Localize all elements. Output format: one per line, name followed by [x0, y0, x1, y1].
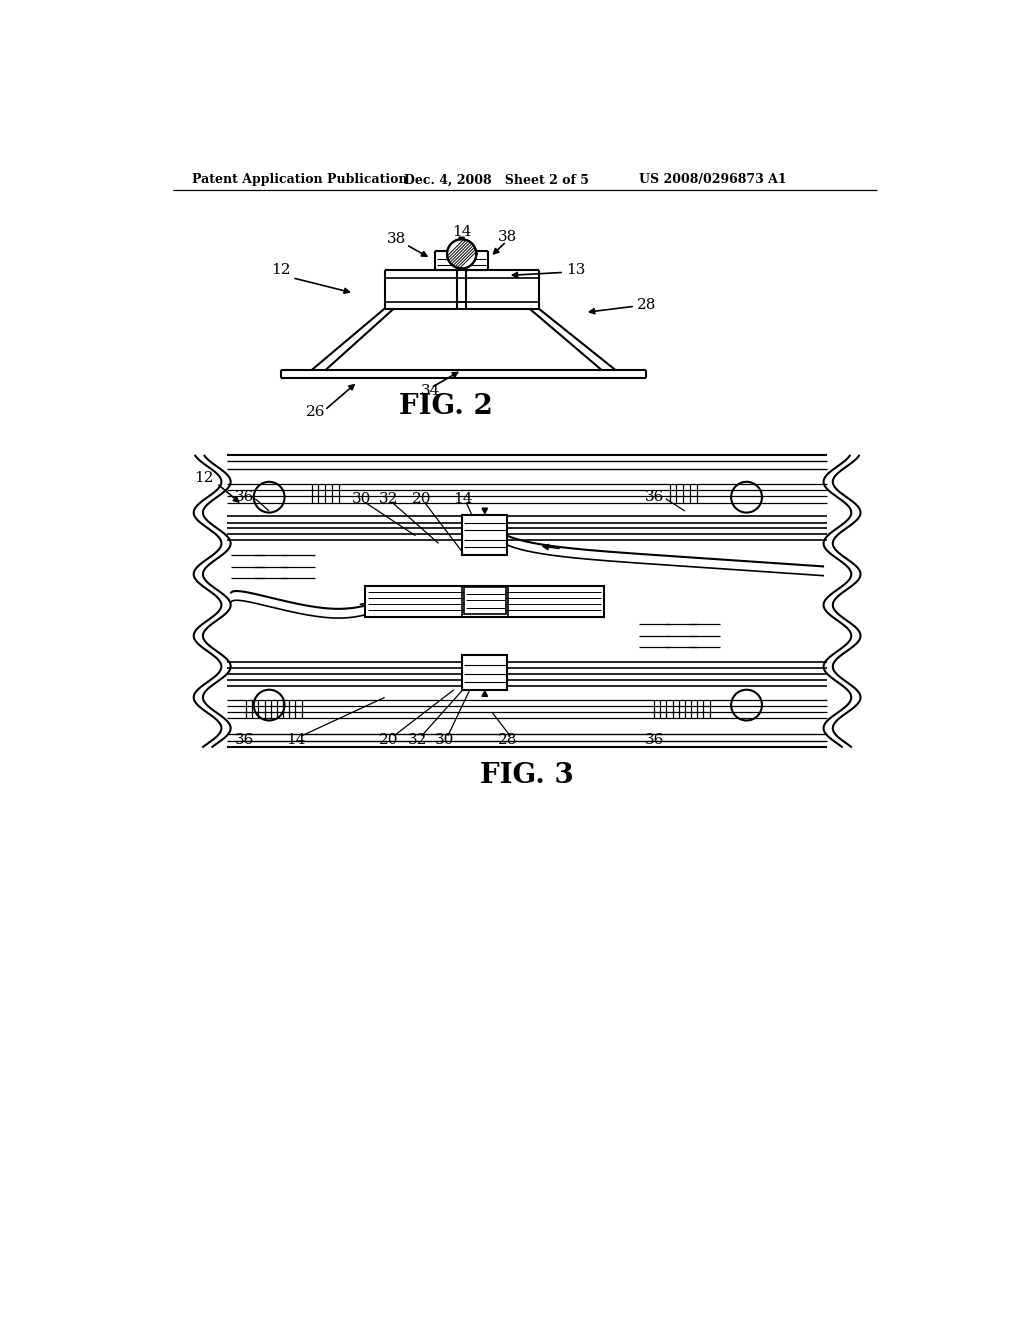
Text: 36: 36	[644, 733, 664, 747]
Text: 14: 14	[287, 733, 306, 747]
Text: 20: 20	[412, 492, 431, 506]
Bar	[464, 587, 506, 614]
Text: 38: 38	[387, 232, 406, 247]
Text: FIG. 3: FIG. 3	[480, 763, 574, 789]
Text: 26: 26	[305, 405, 325, 420]
Polygon shape	[447, 239, 476, 268]
Text: Patent Application Publication: Patent Application Publication	[193, 173, 408, 186]
Text: 28: 28	[498, 733, 517, 747]
Text: 30: 30	[352, 492, 372, 506]
Text: 36: 36	[234, 733, 254, 747]
Bar	[463, 515, 507, 554]
Text: US 2008/0296873 A1: US 2008/0296873 A1	[639, 173, 786, 186]
Text: 32: 32	[409, 733, 427, 747]
Text: 13: 13	[566, 263, 586, 277]
Text: FIG. 2: FIG. 2	[399, 393, 494, 420]
Text: 14: 14	[452, 224, 471, 239]
Text: 30: 30	[435, 733, 455, 747]
Bar	[463, 655, 507, 689]
Text: Dec. 4, 2008   Sheet 2 of 5: Dec. 4, 2008 Sheet 2 of 5	[403, 173, 589, 186]
Text: 14: 14	[454, 492, 473, 506]
Text: 38: 38	[499, 230, 517, 244]
Bar	[366, 586, 604, 616]
Text: 36: 36	[234, 490, 254, 504]
Text: 36: 36	[644, 490, 664, 504]
Text: 20: 20	[379, 733, 398, 747]
Text: 12: 12	[194, 471, 213, 484]
Text: 12: 12	[271, 263, 291, 277]
Text: 32: 32	[379, 492, 398, 506]
Text: 28: 28	[637, 298, 656, 312]
Text: 34: 34	[421, 384, 440, 397]
